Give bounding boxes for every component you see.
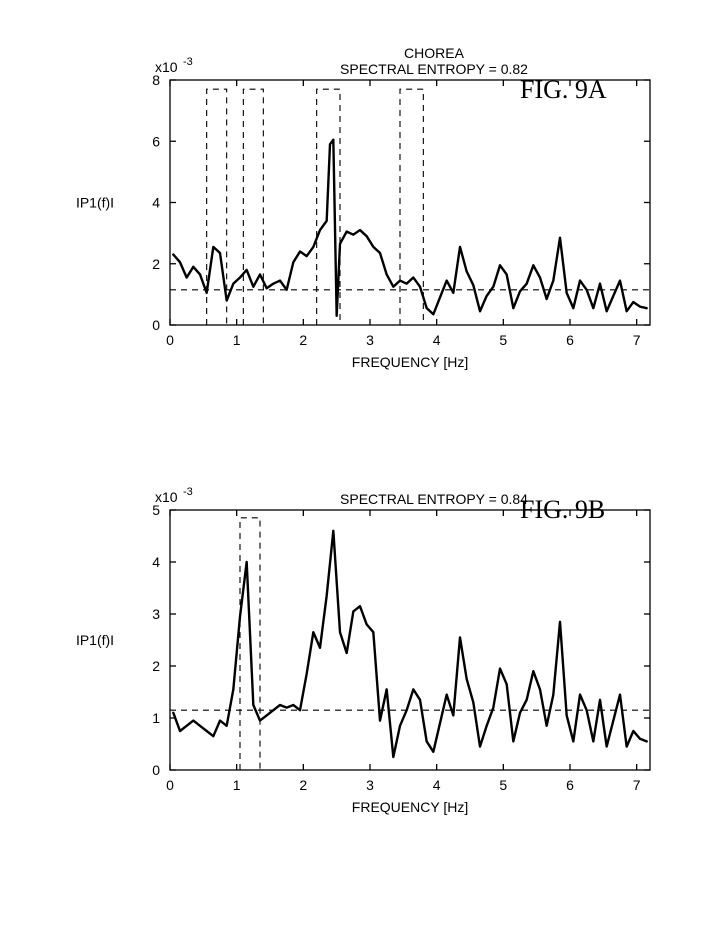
svg-text:2: 2 [299,332,307,348]
svg-text:1: 1 [233,777,241,793]
svg-text:0: 0 [152,317,160,333]
figure-label-9b: FIG. 9B [520,495,605,525]
svg-text:7: 7 [633,777,641,793]
svg-text:6: 6 [566,777,574,793]
svg-text:0: 0 [152,762,160,778]
svg-text:IP1(f)I: IP1(f)I [76,195,114,211]
page-root: 0123456702468FREQUENCY [Hz]IP1(f)Ix10-3C… [0,0,705,930]
svg-text:x10: x10 [155,489,178,505]
svg-text:0: 0 [166,777,174,793]
svg-text:-3: -3 [183,56,193,68]
svg-text:2: 2 [299,777,307,793]
svg-text:7: 7 [633,332,641,348]
svg-text:-3: -3 [183,486,193,498]
svg-text:5: 5 [499,332,507,348]
svg-text:3: 3 [366,332,374,348]
svg-text:1: 1 [152,710,160,726]
chart-fig-9b: 01234567012345FREQUENCY [Hz]IP1(f)Ix10-3… [50,470,655,860]
svg-text:CHOREA: CHOREA [404,45,465,61]
svg-text:4: 4 [152,195,160,211]
svg-text:3: 3 [152,606,160,622]
svg-text:3: 3 [366,777,374,793]
svg-text:2: 2 [152,256,160,272]
panel-fig-9b: 01234567012345FREQUENCY [Hz]IP1(f)Ix10-3… [50,470,655,860]
figure-label-9a: FIG. 9A [520,75,607,105]
svg-text:0: 0 [166,332,174,348]
svg-text:6: 6 [152,133,160,149]
svg-text:4: 4 [152,554,160,570]
svg-text:5: 5 [499,777,507,793]
svg-text:1: 1 [233,332,241,348]
svg-text:FREQUENCY [Hz]: FREQUENCY [Hz] [352,799,468,815]
svg-text:SPECTRAL ENTROPY = 0.82: SPECTRAL ENTROPY = 0.82 [340,61,528,77]
svg-text:4: 4 [433,332,441,348]
svg-text:2: 2 [152,658,160,674]
svg-text:4: 4 [433,777,441,793]
svg-text:x10: x10 [155,59,178,75]
svg-text:IP1(f)I: IP1(f)I [76,632,114,648]
svg-text:SPECTRAL ENTROPY = 0.84: SPECTRAL ENTROPY = 0.84 [340,491,528,507]
svg-text:6: 6 [566,332,574,348]
svg-text:FREQUENCY [Hz]: FREQUENCY [Hz] [352,354,468,370]
